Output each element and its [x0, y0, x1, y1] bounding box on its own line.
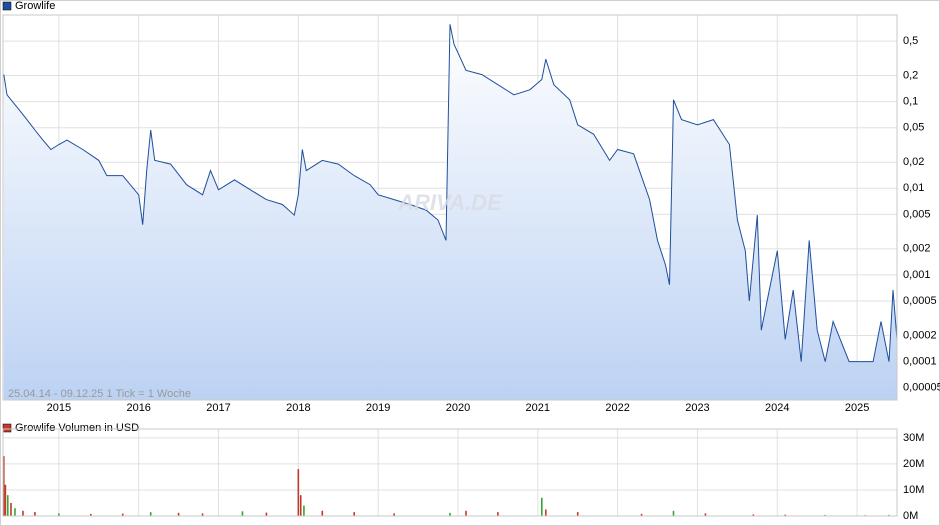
volume-bar	[672, 510, 675, 516]
legend-swatch	[2, 423, 12, 433]
x-tick-label: 2017	[206, 402, 230, 414]
price-line	[3, 24, 898, 363]
y-tick-label: 0,0001	[903, 355, 937, 367]
x-tick-label: 2023	[685, 402, 709, 414]
volume-bar	[640, 513, 643, 516]
x-tick-label: 2019	[366, 402, 390, 414]
x-tick-label: 2015	[47, 402, 71, 414]
x-tick-label: 2024	[765, 402, 789, 414]
y-tick-label: 0,0002	[903, 329, 937, 341]
watermark: ARIVA.DE	[397, 190, 503, 215]
volume-bar	[576, 512, 579, 516]
y-tick-label: 0,02	[903, 156, 924, 168]
volume-bar	[704, 513, 707, 516]
y-tick-label: 0,00005	[903, 382, 940, 394]
x-tick-label: 2022	[605, 402, 629, 414]
volume-bar	[4, 484, 7, 516]
volume-bar	[14, 508, 16, 516]
volume-bar	[303, 505, 305, 516]
area	[3, 24, 898, 401]
volume-bar	[544, 509, 547, 516]
chart-title: Growlife Volumen in USD	[15, 422, 139, 434]
volume-bar	[201, 513, 204, 516]
volume-bar	[149, 512, 152, 516]
volume-bar	[465, 510, 467, 516]
volume-bar	[784, 514, 787, 516]
volume-bar	[121, 513, 124, 516]
volume-bar	[6, 495, 9, 516]
x-tick-label: 2020	[446, 402, 470, 414]
x-tick-label: 2018	[286, 402, 310, 414]
volume-bar	[2, 456, 5, 516]
legend-swatch	[2, 1, 12, 11]
volume-bar	[90, 513, 92, 516]
y-tick-label: 0,2	[903, 69, 918, 81]
y-tick-label: 0,0005	[903, 295, 937, 307]
y-tick-label: 0M	[903, 510, 918, 522]
y-tick-label: 30M	[903, 432, 924, 444]
y-tick-label: 0,01	[903, 182, 924, 194]
y-tick-label: 0,05	[903, 122, 924, 134]
volume-bar	[22, 510, 24, 516]
plot-border	[2, 428, 898, 517]
y-tick-label: 0,001	[903, 269, 931, 281]
volume-bar	[241, 511, 244, 516]
volume-bar	[299, 495, 302, 516]
y-tick-label: 20M	[903, 458, 924, 470]
volume-bar	[888, 514, 890, 516]
volume-bar	[34, 512, 36, 516]
y-tick-label: 0,1	[903, 96, 918, 108]
volume-bar	[10, 502, 12, 516]
volume-bar	[58, 513, 60, 516]
volume-bar	[824, 514, 826, 516]
volume-bar	[297, 469, 300, 516]
y-tick-label: 0,005	[903, 208, 931, 220]
volume-bar	[540, 497, 543, 516]
y-tick-label: 0,002	[903, 243, 931, 255]
date-range: 25.04.14 - 09.12.25 1 Tick = 1 Woche	[8, 388, 191, 400]
x-tick-label: 2021	[526, 402, 550, 414]
x-tick-label: 2025	[845, 402, 869, 414]
y-tick-label: 0,5	[903, 35, 918, 47]
volume-bar	[353, 512, 356, 516]
y-tick-label: 10M	[903, 484, 924, 496]
volume-bar	[752, 514, 755, 516]
volume-bar	[449, 512, 451, 516]
volume-bar	[393, 513, 395, 516]
volume-bar	[265, 512, 268, 516]
plot-border	[2, 14, 898, 401]
chart-title: Growlife	[15, 0, 55, 12]
volume-bar	[497, 512, 499, 516]
volume-bar	[321, 510, 324, 516]
x-tick-label: 2016	[126, 402, 150, 414]
volume-bar	[177, 512, 180, 516]
